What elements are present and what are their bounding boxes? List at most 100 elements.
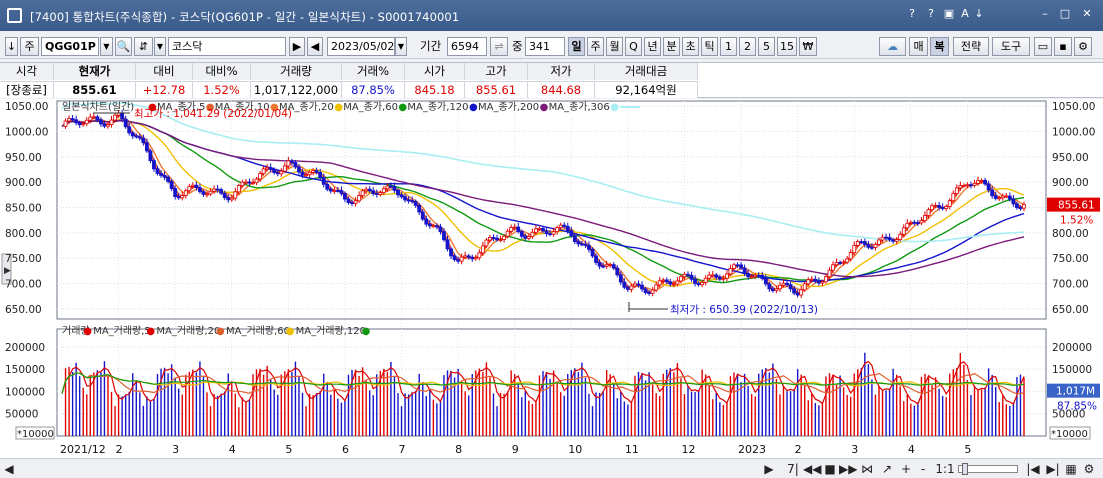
interval-year-button[interactable]: 년	[644, 37, 661, 56]
header-volume-pct: 거래%	[342, 63, 405, 80]
close-icon[interactable]: ✕	[1082, 7, 1092, 20]
code-input[interactable]: QGG01P	[41, 37, 99, 56]
question-icon[interactable]: ?	[928, 7, 934, 20]
x-axis-label: 8	[455, 443, 462, 456]
rewind-icon[interactable]: ◀◀	[803, 462, 822, 476]
candle-body	[212, 188, 216, 192]
zoom-in-icon[interactable]: +	[900, 462, 912, 476]
candle-body	[640, 284, 644, 290]
trade-button[interactable]: 매	[909, 37, 928, 56]
candle-body	[286, 160, 291, 167]
font-size-icon[interactable]: A	[961, 7, 969, 20]
currency-button[interactable]: ₩	[799, 37, 817, 56]
scroll-left-icon[interactable]: ◀	[4, 462, 14, 476]
code-dropdown-icon[interactable]: ▼	[100, 37, 113, 56]
ma-legend-label: MA_종가,10	[215, 101, 270, 113]
candle-body	[633, 283, 637, 287]
volume-legend-dot: ●	[83, 326, 92, 337]
candle-body	[965, 184, 970, 187]
period-input[interactable]: 6594	[447, 37, 487, 56]
candle-body	[244, 181, 248, 184]
folder-icon[interactable]: ▭	[1034, 37, 1052, 56]
interval-minute-button[interactable]: 분	[663, 37, 680, 56]
prev-arrow-icon[interactable]: ◀	[307, 37, 323, 56]
minimize-icon[interactable]: –	[1042, 7, 1048, 20]
split-icon[interactable]: ⋈	[861, 462, 873, 476]
last-page-icon[interactable]: ▶|	[1046, 462, 1060, 476]
grid-icon[interactable]: ▦	[1065, 462, 1077, 476]
sort-icon[interactable]: ⇵	[134, 37, 153, 56]
date-input[interactable]: 2023/05/02	[327, 37, 395, 56]
zoom-reset-button[interactable]: 1:1	[935, 462, 955, 476]
candle-body	[834, 262, 839, 266]
scroll-right-icon[interactable]: ▶	[764, 462, 774, 476]
volume-legend-label: MA_거래량,60	[226, 325, 290, 337]
volume-ma-line	[61, 372, 1025, 395]
stop-icon[interactable]: ■	[824, 462, 836, 476]
chart-area[interactable]: ▶ 1050.00 1050.00 1000.00 1000.00 950.00 950.0…	[0, 99, 1103, 458]
candle-body	[180, 195, 185, 199]
candle-body	[647, 292, 652, 294]
interval-month-button[interactable]: 월	[606, 37, 623, 56]
zoom-slider-handle[interactable]	[962, 463, 968, 475]
candle-body	[226, 197, 231, 201]
interval-quarter-button[interactable]: Q	[625, 37, 642, 56]
candle-body	[993, 195, 998, 199]
count-label: 중	[512, 39, 523, 53]
candle-body	[81, 123, 86, 126]
market-name-field[interactable]: 코스닥	[168, 37, 286, 56]
candle-body	[205, 193, 209, 196]
candle-body	[67, 118, 71, 122]
interval-day-button[interactable]: 일	[568, 37, 585, 56]
code-prefix-button[interactable]: 주	[20, 37, 39, 56]
candle-body	[194, 184, 199, 189]
save-icon[interactable]: ▪	[1054, 37, 1072, 56]
interval-second-button[interactable]: 초	[682, 37, 699, 56]
dropdown-icon[interactable]: ↓	[974, 7, 984, 20]
candle-body	[951, 193, 956, 202]
candle-body	[756, 274, 761, 277]
config-icon[interactable]: ⚙	[1083, 462, 1095, 476]
app-icon	[7, 8, 22, 23]
ma-legend-dot: ●	[148, 102, 157, 113]
candle-body	[240, 181, 245, 187]
settings-icon[interactable]: ⚙	[1074, 37, 1092, 56]
copy-window-icon[interactable]: ▣	[943, 7, 955, 20]
expand-icon[interactable]: ↗	[881, 462, 893, 476]
candle-body	[413, 201, 418, 206]
fast-forward-icon[interactable]: ▶▶	[839, 462, 858, 476]
chart-svg[interactable]: ▶ 1050.00 1050.00 1000.00 1000.00 950.00 950.0…	[0, 99, 1103, 458]
zoom-out-icon[interactable]: -	[920, 462, 926, 476]
interval-5-button[interactable]: 5	[758, 37, 775, 56]
strategy-button[interactable]: 전략	[953, 37, 989, 56]
candle-body	[795, 292, 800, 296]
search-icon[interactable]: 🔍	[115, 37, 132, 56]
interval-tick-button[interactable]: 틱	[701, 37, 718, 56]
candle-body	[233, 191, 238, 199]
lock-icon[interactable]: ⇌	[490, 37, 508, 56]
interval-2-button[interactable]: 2	[739, 37, 756, 56]
volume-unit-box-left	[15, 426, 55, 440]
candle-body	[1015, 203, 1019, 209]
tools-button[interactable]: 도구	[992, 37, 1030, 56]
maximize-icon[interactable]: □	[1059, 7, 1071, 20]
candle-body	[512, 226, 517, 229]
help-icon[interactable]: ?	[909, 7, 915, 20]
candle-body	[297, 166, 301, 173]
ma-legend-label: MA_종가,60	[343, 101, 398, 113]
next-arrow-icon[interactable]: ▶	[289, 37, 305, 56]
interval-1-button[interactable]: 1	[720, 37, 737, 56]
arrow-down-icon[interactable]: ↓	[5, 37, 18, 56]
first-page-icon[interactable]: |◀	[1026, 462, 1040, 476]
compound-button[interactable]: 복	[930, 37, 949, 56]
cloud-icon[interactable]: ☁	[879, 37, 906, 56]
zoom-slider[interactable]	[958, 465, 1018, 473]
date-dropdown-icon[interactable]: ▼	[395, 37, 407, 56]
sort-dropdown-icon[interactable]: ▼	[154, 37, 166, 56]
volume-legend-label: MA_거래량,20	[156, 325, 220, 337]
count-input[interactable]: 341	[525, 37, 565, 56]
reset-view-icon[interactable]: 7|	[787, 462, 799, 476]
interval-week-button[interactable]: 주	[587, 37, 604, 56]
candle-body	[403, 196, 407, 201]
interval-15-button[interactable]: 15	[777, 37, 797, 56]
